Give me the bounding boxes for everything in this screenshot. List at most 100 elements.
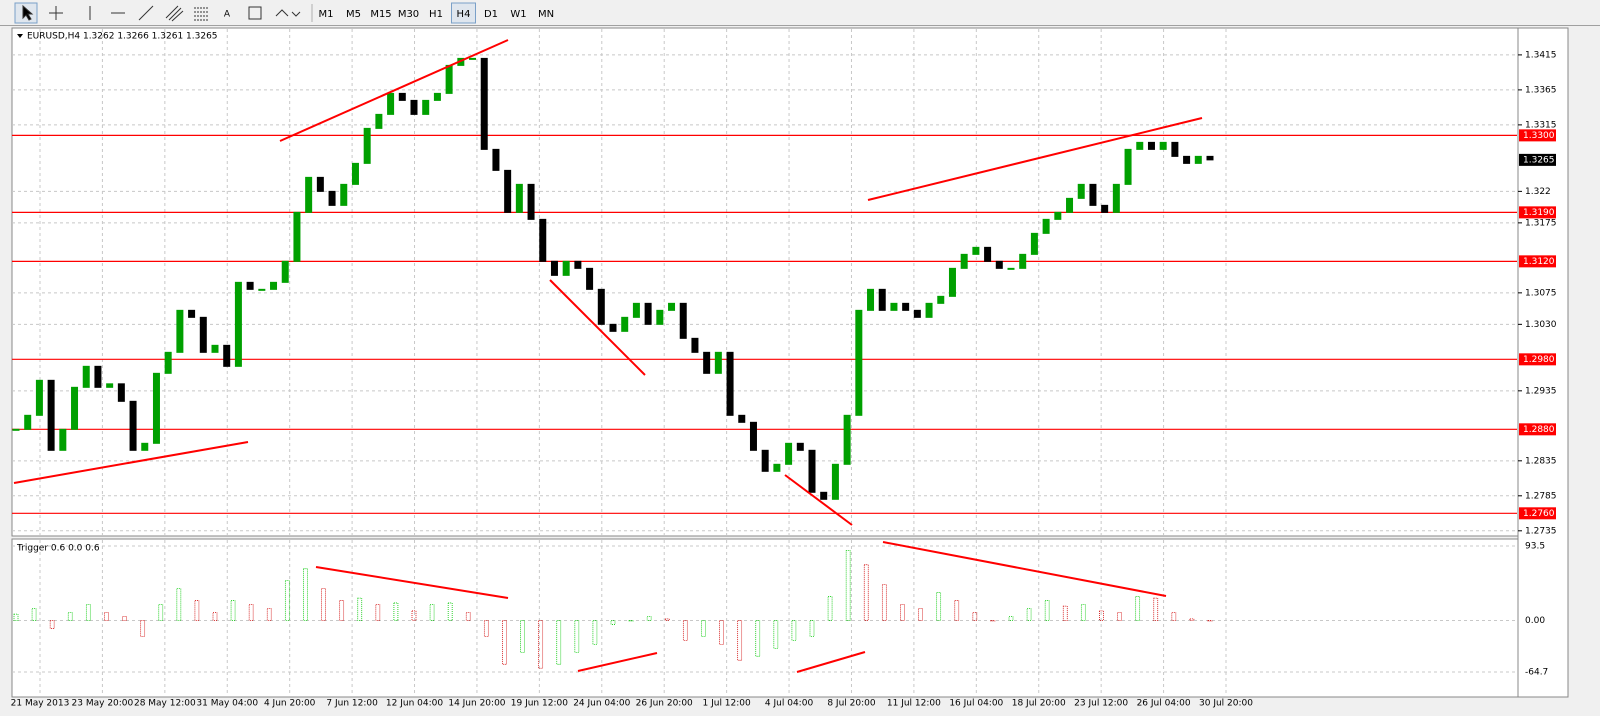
timeframe-button[interactable]: M30: [398, 9, 419, 20]
candle: [925, 302, 933, 318]
marks: [12, 57, 1517, 669]
candle: [188, 309, 196, 318]
current-price-label: 1.3265: [1523, 155, 1555, 165]
candle: [234, 281, 242, 367]
histogram-bar: [465, 612, 471, 621]
y-tick-label: 93.5: [1525, 541, 1545, 551]
text-tool-icon[interactable]: A: [224, 10, 231, 20]
level-tag: [1519, 423, 1556, 436]
candle: [609, 323, 617, 332]
candle: [1112, 183, 1120, 213]
histogram-bar: [357, 597, 363, 621]
candle: [71, 386, 79, 430]
candle: [281, 260, 289, 283]
timeframe-button[interactable]: M5: [346, 9, 361, 20]
candle: [398, 92, 406, 101]
candle: [913, 309, 921, 318]
axis-labels: 1.3415 1.3365 1.3315 1.322 1.3175 1.3075 1.303…: [11, 50, 1557, 708]
candle: [164, 351, 172, 374]
x-tick-label: 12 Jun 04:00: [386, 699, 443, 709]
histogram-bar: [1189, 618, 1195, 621]
candle: [960, 253, 968, 269]
candle: [703, 351, 711, 374]
candle: [902, 302, 910, 311]
histogram-bar: [755, 620, 761, 657]
histogram-bar: [1171, 612, 1177, 621]
grid: [12, 29, 1517, 696]
timeframe-button[interactable]: M1: [319, 9, 334, 20]
timeframe-button[interactable]: D1: [484, 9, 498, 20]
histogram-bar: [447, 602, 453, 621]
y-tick-label: 1.2735: [1525, 526, 1557, 536]
x-tick-label: 31 May 04:00: [196, 699, 258, 709]
trend-lines: [13, 39, 1203, 673]
candle: [1030, 232, 1038, 255]
histogram-bar: [1080, 604, 1086, 621]
histogram-bar: [393, 602, 399, 621]
candle: [761, 449, 769, 472]
x-tick-label: 4 Jun 20:00: [264, 699, 316, 709]
channel-icon[interactable]: [165, 5, 184, 22]
candle: [574, 260, 582, 269]
timeframe-button[interactable]: W1: [510, 9, 526, 20]
candle: [82, 365, 90, 388]
trend-line: [867, 117, 1203, 201]
histogram-bar: [1062, 605, 1068, 621]
histogram-bar: [49, 620, 55, 629]
candle: [1183, 155, 1191, 164]
crosshair-icon[interactable]: [49, 6, 63, 20]
candle: [527, 183, 535, 220]
candle: [106, 383, 114, 388]
candle: [878, 288, 886, 311]
histogram-bar: [809, 620, 815, 637]
timeframe-button[interactable]: H4: [457, 9, 471, 20]
arrows-icon[interactable]: [275, 9, 301, 17]
candle: [937, 295, 945, 304]
histogram-bar: [85, 604, 91, 621]
histogram-bar: [1117, 612, 1122, 621]
candle: [890, 302, 898, 311]
label-tool-icon[interactable]: [248, 6, 262, 20]
y-tick-label: 1.322: [1525, 187, 1551, 197]
histogram-bar: [664, 618, 670, 621]
histogram-bar: [936, 592, 942, 621]
x-tick-label: 26 Jul 04:00: [1137, 699, 1191, 709]
level-tag: [1519, 507, 1556, 520]
candle: [1042, 218, 1050, 234]
y-tick-label: 1.3365: [1525, 85, 1557, 95]
candle: [831, 463, 839, 500]
candle: [1007, 267, 1015, 270]
histogram-bar: [303, 568, 308, 621]
histogram-bar: [502, 620, 507, 665]
candle: [726, 351, 734, 416]
candle: [1101, 204, 1109, 213]
candle: [410, 99, 418, 115]
histogram-bar: [682, 620, 688, 641]
fibo-icon[interactable]: [194, 7, 208, 21]
histogram-bar: [375, 604, 381, 621]
timeframe-button[interactable]: M15: [370, 9, 391, 20]
candle: [691, 337, 699, 353]
x-tick-label: 19 Jun 12:00: [511, 699, 568, 709]
histogram-bar: [520, 620, 525, 653]
candle: [445, 64, 453, 94]
trendline-icon[interactable]: [138, 5, 154, 21]
level-label: 1.2760: [1523, 509, 1555, 519]
timeframe-button[interactable]: H1: [429, 9, 443, 20]
candle: [492, 148, 500, 171]
candle: [246, 281, 254, 290]
trend-line: [315, 566, 509, 599]
histogram-bar: [1153, 597, 1159, 621]
candle: [808, 449, 816, 493]
timeframe-button[interactable]: MN: [538, 9, 554, 20]
candle: [796, 442, 804, 451]
histogram-bar: [158, 604, 164, 621]
x-tick-label: 21 May 2013: [11, 699, 70, 709]
candle: [293, 211, 301, 262]
candle: [433, 92, 441, 101]
chart-menu-icon[interactable]: [17, 34, 23, 38]
x-tick-label: 23 Jul 12:00: [1074, 699, 1128, 709]
candle: [738, 414, 746, 423]
histogram-bar: [954, 600, 960, 621]
